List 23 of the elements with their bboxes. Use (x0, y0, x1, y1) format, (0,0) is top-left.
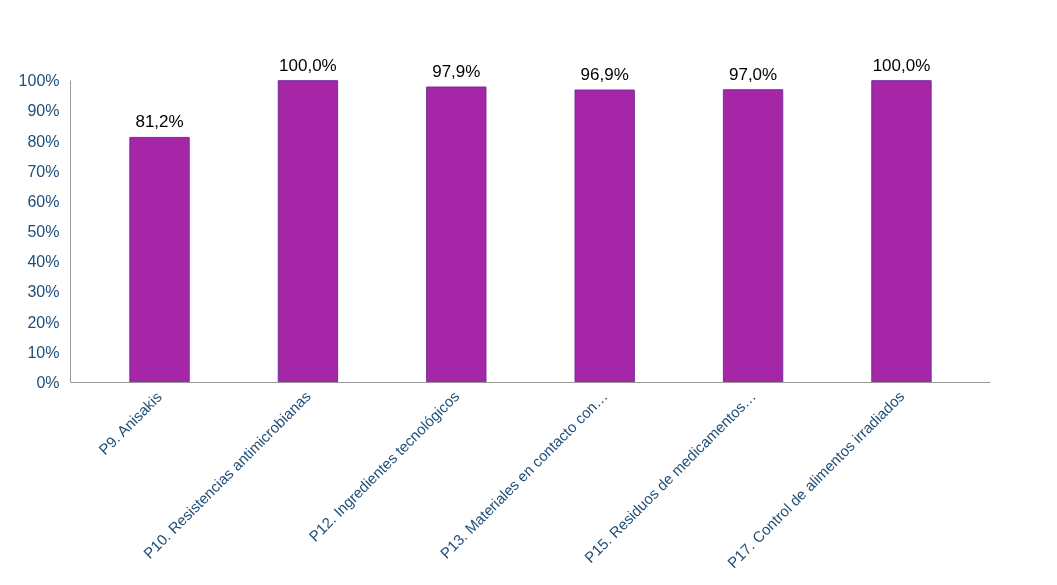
bar (129, 136, 190, 383)
data-label: 100,0% (872, 55, 931, 75)
y-tick-label: 90% (27, 102, 60, 120)
bar (574, 89, 635, 383)
y-tick-label: 30% (27, 283, 60, 301)
bar (871, 80, 932, 383)
y-tick-label: 20% (27, 313, 60, 331)
bar (722, 89, 784, 383)
y-tick-label: 0% (36, 374, 60, 391)
data-label: 97,0% (728, 64, 778, 84)
y-tick-label: 10% (27, 343, 60, 361)
bar (426, 86, 487, 383)
y-tick-label: 60% (27, 192, 60, 210)
y-tick-label: 40% (27, 253, 60, 271)
y-tick-label: 50% (27, 223, 60, 241)
y-tick-label: 70% (27, 162, 60, 180)
y-tick-label: 100% (18, 72, 60, 90)
data-label: 100,0% (279, 55, 337, 75)
data-label: 96,9% (580, 65, 629, 85)
data-label: 81,2% (135, 112, 184, 132)
bar (277, 80, 339, 383)
data-label: 97,9% (432, 62, 481, 82)
y-tick-label: 80% (27, 132, 60, 150)
